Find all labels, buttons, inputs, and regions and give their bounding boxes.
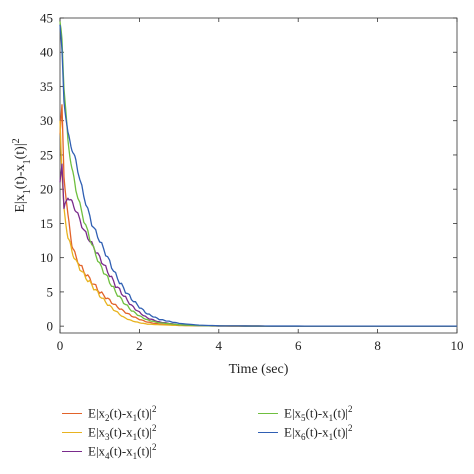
y-axis-label: E|x1(t)-x1(t)|2 [11,138,33,212]
legend-swatch [258,412,278,414]
y-tick-label: 45 [40,11,53,26]
series-line-4 [59,21,457,327]
x-tick-label: 8 [374,338,381,353]
legend-label: E|x2(t)-x1(t)|2 [88,404,157,423]
plot-frame [59,17,458,334]
legend-swatch [62,431,82,433]
y-tick-label: 30 [40,113,53,128]
legend-swatch [258,431,278,433]
y-tick-label: 35 [40,79,53,94]
series-line-1 [59,104,457,327]
y-tick-label: 15 [40,216,53,231]
series-line-5 [59,24,457,327]
x-axis-label: Time (sec) [229,362,289,377]
x-tick-label: 6 [295,338,302,353]
legend-label: E|x4(t)-x1(t)|2 [88,442,157,461]
y-tick-label: 25 [40,147,53,162]
y-tick-label: 10 [40,250,53,265]
legend-swatch [62,412,82,414]
series-line-2 [59,120,457,327]
legend-swatch [62,450,82,452]
x-tick-label: 2 [136,338,143,353]
legend-item-5: E|x6(t)-x1(t)|2 [258,421,353,444]
legend-label: E|x3(t)-x1(t)|2 [88,423,157,442]
y-tick-label: 0 [47,319,54,334]
legend-item-2: E|x3(t)-x1(t)|2 [62,421,157,444]
x-tick-label: 0 [57,338,64,353]
x-tick-label: 10 [451,338,464,353]
legend-item-1: E|x2(t)-x1(t)|2 [62,402,157,425]
y-tick-label: 20 [40,182,53,197]
y-tick-label: 5 [47,284,54,299]
series-line-3 [59,163,457,327]
y-tick-label: 40 [40,45,53,60]
x-tick-label: 4 [216,338,223,353]
legend-item-3: E|x4(t)-x1(t)|2 [62,440,157,463]
legend-label: E|x5(t)-x1(t)|2 [284,404,353,423]
legend-label: E|x6(t)-x1(t)|2 [284,423,353,442]
legend-item-4: E|x5(t)-x1(t)|2 [258,402,353,425]
